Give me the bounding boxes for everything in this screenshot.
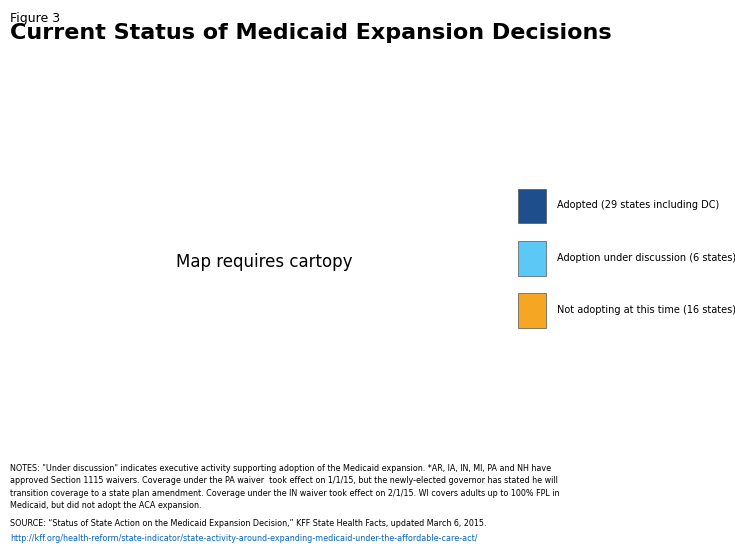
Text: Adopted (29 states including DC): Adopted (29 states including DC) (556, 200, 719, 210)
Text: THE HENRY J.: THE HENRY J. (657, 504, 692, 509)
Text: Map requires cartopy: Map requires cartopy (176, 253, 353, 271)
Text: FAMILY: FAMILY (654, 523, 695, 533)
Text: NOTES: "Under discussion" indicates executive activity supporting adoption of th: NOTES: "Under discussion" indicates exec… (10, 464, 560, 510)
Text: SOURCE: “Status of State Action on the Medicaid Expansion Decision,” KFF State H: SOURCE: “Status of State Action on the M… (10, 519, 487, 528)
Text: Not adopting at this time (16 states): Not adopting at this time (16 states) (556, 305, 735, 315)
Text: Current Status of Medicaid Expansion Decisions: Current Status of Medicaid Expansion Dec… (10, 23, 612, 43)
Text: Adoption under discussion (6 states): Adoption under discussion (6 states) (556, 252, 735, 263)
Text: FOUNDATION: FOUNDATION (657, 536, 692, 541)
Bar (518, 293, 546, 328)
Text: KAISER: KAISER (653, 513, 695, 523)
Bar (518, 241, 546, 276)
Bar (518, 188, 546, 223)
Text: Figure 3: Figure 3 (10, 12, 60, 25)
Text: http://kff.org/health-reform/state-indicator/state-activity-around-expanding-med: http://kff.org/health-reform/state-indic… (10, 534, 478, 543)
